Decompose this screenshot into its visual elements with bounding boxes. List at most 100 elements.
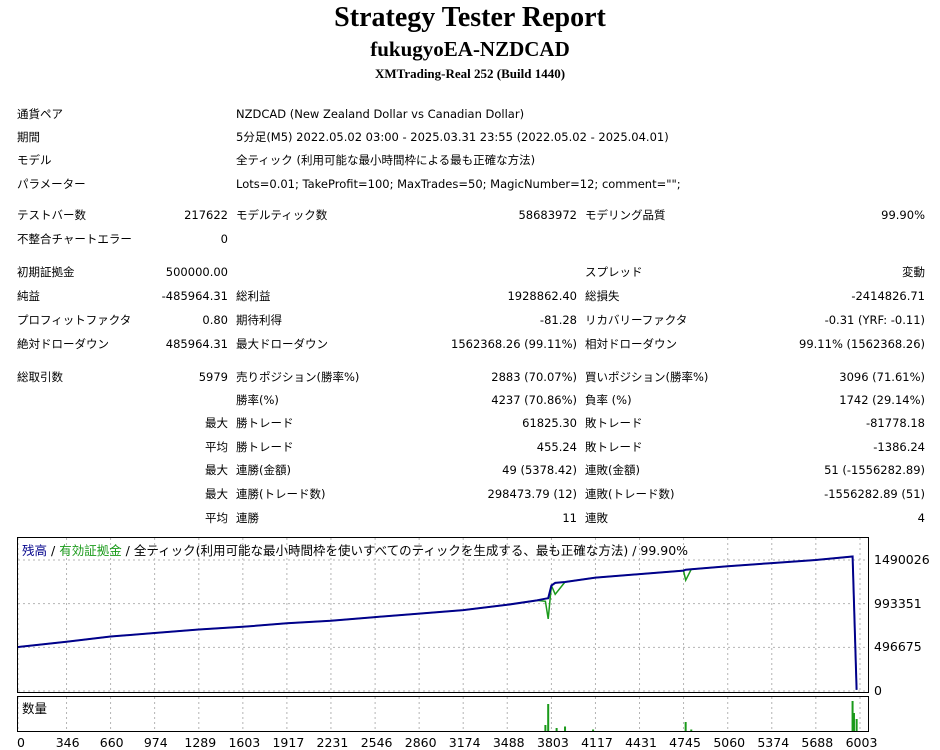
avg-win-label: 勝トレード <box>236 440 294 454</box>
avg-loss-value: -1386.24 <box>873 440 925 454</box>
x-tick-label: 4117 <box>581 735 613 750</box>
net-value: -485964.31 <box>161 289 228 303</box>
legend-separator: / <box>47 543 60 558</box>
symbol-value: NZDCAD (New Zealand Dollar vs Canadian D… <box>236 107 525 121</box>
mismatch-value: 0 <box>220 232 228 246</box>
gross-loss-value: -2414826.71 <box>851 289 925 303</box>
short-value: 2883 (70.07%) <box>491 370 577 384</box>
y-tick-label: 993351 <box>874 595 922 611</box>
equity-line <box>18 555 858 690</box>
legend-equity: 有効証拠金 <box>59 543 122 558</box>
chart-legend: 残高 / 有効証拠金 / 全ティック(利用可能な最小時間枠を使いすべてのティック… <box>22 540 688 559</box>
trades-value: 5979 <box>198 370 228 384</box>
max-consec-win-value: 49 (5378.42) <box>502 463 577 477</box>
volume-bar <box>564 726 567 731</box>
max-consec-prefix: 最大 <box>205 463 228 477</box>
expected-value: -81.28 <box>539 313 577 327</box>
trades-label: 総取引数 <box>17 370 63 384</box>
ticks-value: 58683972 <box>518 208 577 222</box>
short-label: 売りポジション(勝率%) <box>236 370 360 384</box>
volume-bar <box>547 704 550 731</box>
model-label: モデル <box>17 153 52 167</box>
y-tick-label: 0 <box>874 683 882 698</box>
avg-consec-loss-value: 4 <box>917 511 925 525</box>
avg-loss-label: 敗トレード <box>585 440 643 454</box>
quality-value: 99.90% <box>881 208 925 222</box>
max-consec-count-prefix: 最大 <box>205 487 228 501</box>
deposit-value: 500000.00 <box>165 265 228 279</box>
pf-label: プロフィットファクタ <box>17 313 132 327</box>
x-tick-label: 346 <box>55 735 80 750</box>
avg-win-value: 455.24 <box>536 440 577 454</box>
gross-profit-label: 総利益 <box>236 289 271 303</box>
volume-bar <box>690 729 693 731</box>
x-tick-label: 0 <box>17 735 25 750</box>
period-label: 期間 <box>17 130 40 144</box>
server-build: XMTrading-Real 252 (Build 1440) <box>374 66 566 81</box>
x-tick-label: 974 <box>143 735 168 750</box>
max-consec-lossamt-value: -1556282.89 (51) <box>824 487 925 501</box>
y-tick-label: 496675 <box>874 639 922 655</box>
x-tick-label: 5688 <box>801 735 834 750</box>
avg-consec-loss-label: 連敗 <box>585 511 608 525</box>
spread-label: スプレッド <box>585 265 643 279</box>
x-tick-label: 6003 <box>845 735 878 750</box>
max-dd-value: 1562368.26 (99.11%) <box>451 337 577 351</box>
mismatch-label: 不整合チャートエラー <box>17 232 132 246</box>
max-consec-win-label: 連勝(金額) <box>236 463 291 477</box>
avg-consec-win-label: 連勝 <box>236 511 259 525</box>
recovery-value: -0.31 (YRF: -0.11) <box>824 313 925 327</box>
x-tick-label: 2860 <box>404 735 437 750</box>
volume-chart: 数量 <box>17 696 869 732</box>
balance-line <box>18 555 858 690</box>
symbol-label: 通貨ペア <box>17 107 63 121</box>
ticks-label: モデルティック数 <box>236 208 328 222</box>
x-tick-label: 1603 <box>228 735 261 750</box>
gross-loss-label: 総損失 <box>585 289 620 303</box>
y-tick-label: 1490026 <box>874 552 930 567</box>
balance-chart-svg <box>18 538 868 692</box>
x-tick-label: 2546 <box>360 735 393 750</box>
report-title: Strategy Tester Report <box>334 2 606 33</box>
balance-chart: 残高 / 有効証拠金 / 全ティック(利用可能な最小時間枠を使いすべてのティック… <box>17 537 869 693</box>
x-tick-label: 3488 <box>492 735 525 750</box>
net-label: 純益 <box>17 289 40 303</box>
max-consec-lossamt-label: 連敗(トレード数) <box>585 487 675 501</box>
win-value: 4237 (70.86%) <box>491 393 577 407</box>
max-consec-loss-label: 連敗(金額) <box>585 463 640 477</box>
long-value: 3096 (71.61%) <box>839 370 925 384</box>
loss-value: 1742 (29.14%) <box>839 393 925 407</box>
long-label: 買いポジション(勝率%) <box>585 370 709 384</box>
x-tick-label: 5374 <box>757 735 790 750</box>
x-tick-label: 3174 <box>448 735 481 750</box>
period-value: 5分足(M5) 2022.05.02 03:00 - 2025.03.31 23… <box>236 130 669 144</box>
loss-label: 負率 (%) <box>585 393 632 407</box>
x-tick-label: 4431 <box>625 735 657 750</box>
abs-dd-value: 485964.31 <box>165 337 228 351</box>
x-tick-label: 2231 <box>316 735 349 750</box>
params-label: パラメーター <box>17 177 86 191</box>
legend-balance: 残高 <box>22 543 48 558</box>
deposit-label: 初期証拠金 <box>17 265 75 279</box>
win-label: 勝率(%) <box>236 393 279 407</box>
max-dd-label: 最大ドローダウン <box>236 337 328 351</box>
volume-bar <box>684 722 687 731</box>
max-consec-profit-label: 連勝(トレード数) <box>236 487 326 501</box>
avg-consec-win-value: 11 <box>562 511 577 525</box>
rel-dd-label: 相対ドローダウン <box>585 337 677 351</box>
x-tick-label: 5060 <box>713 735 746 750</box>
volume-chart-svg <box>18 697 861 731</box>
volume-bar <box>851 701 854 731</box>
largest-win-label: 勝トレード <box>236 416 294 430</box>
expert-name: fukugyoEA-NZDCAD <box>370 37 570 61</box>
rel-dd-value: 99.11% (1562368.26) <box>799 337 925 351</box>
expected-label: 期待利得 <box>236 313 282 327</box>
recovery-label: リカバリーファクタ <box>585 313 688 327</box>
volume-bar <box>592 729 595 731</box>
model-value: 全ティック (利用可能な最小時間枠による最も正確な方法) <box>236 153 536 167</box>
params-value: Lots=0.01; TakeProfit=100; MaxTrades=50;… <box>236 177 681 191</box>
average-prefix: 平均 <box>205 440 228 454</box>
max-consec-profit-value: 298473.79 (12) <box>487 487 577 501</box>
x-tick-label: 660 <box>99 735 124 750</box>
x-tick-label: 1289 <box>184 735 217 750</box>
